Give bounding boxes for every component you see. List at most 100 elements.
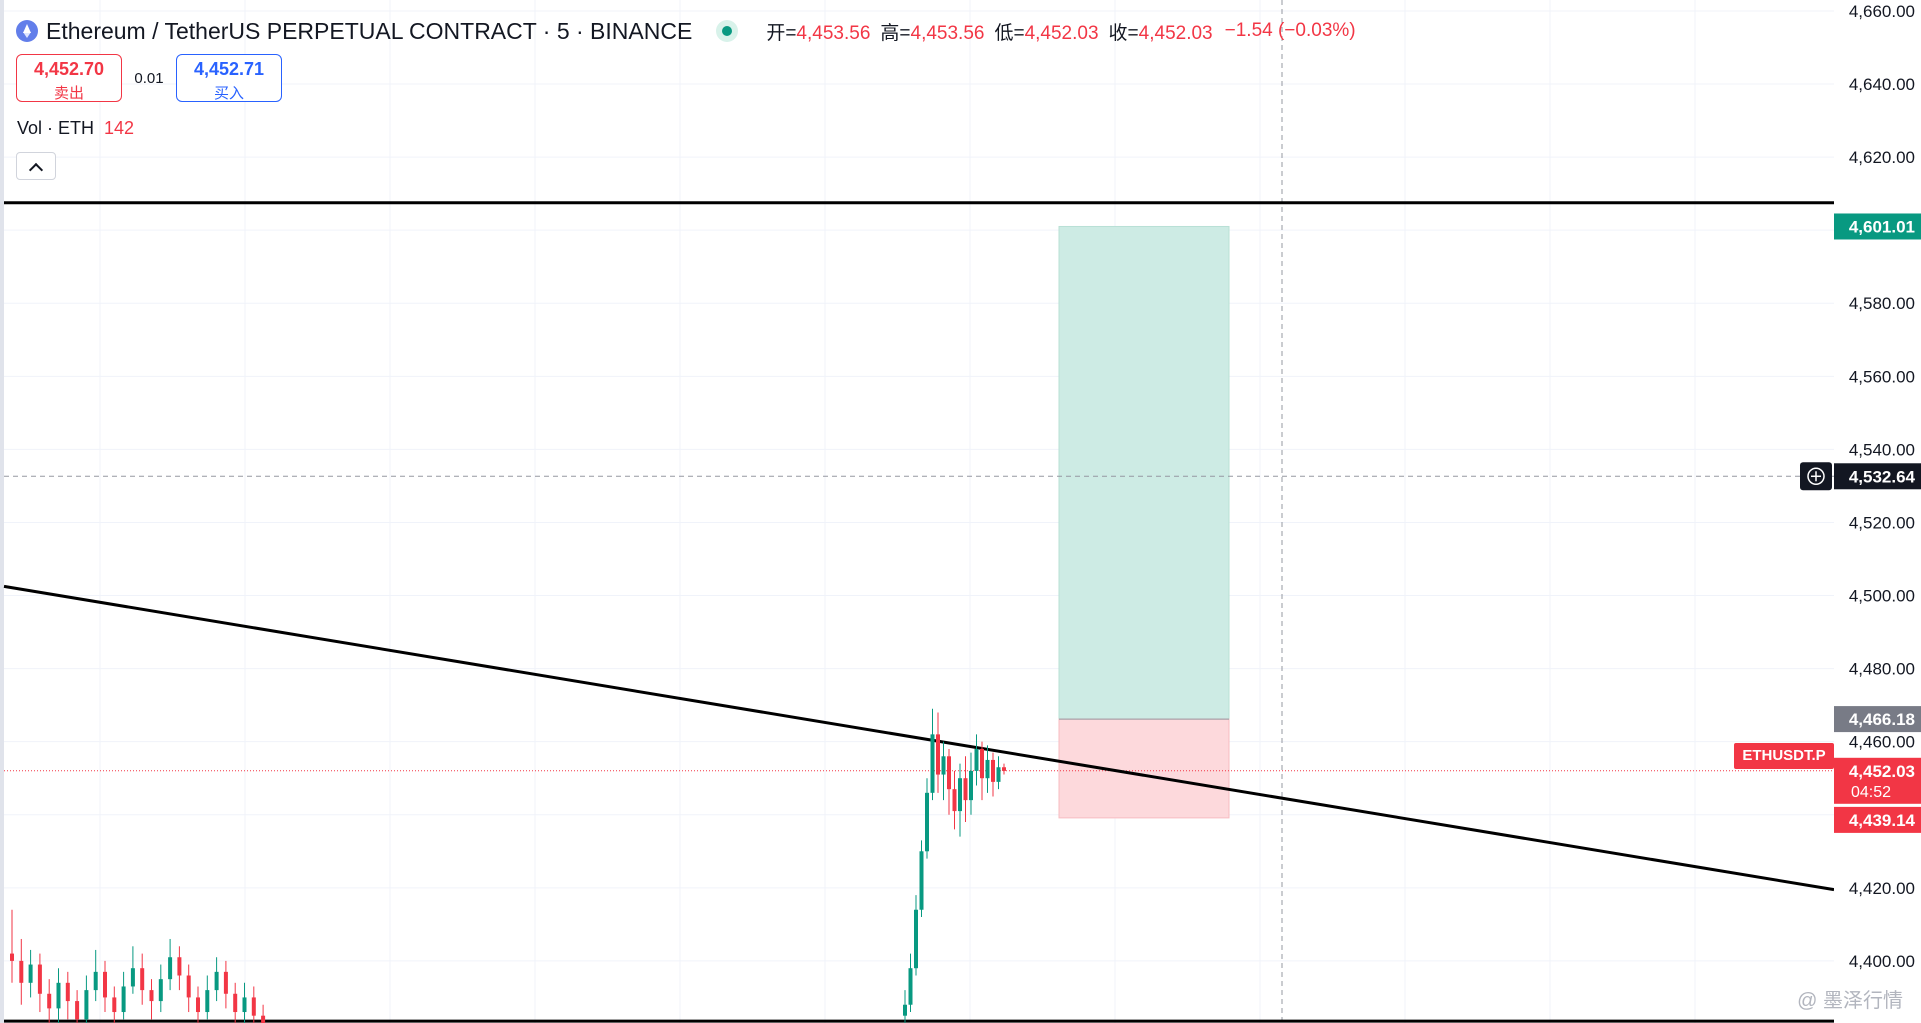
candle-body [205,990,210,1013]
candle-body [952,789,957,812]
candle-body [930,734,935,793]
candle [974,734,979,786]
candle [947,748,951,815]
countdown-text: 04:52 [1851,784,1891,801]
last-price-label: 4,452.03 04:52 [1834,757,1921,804]
candle-body [168,957,173,980]
candle-body [149,990,154,1002]
candle [941,741,946,801]
buy-price: 4,452.71 [193,59,265,79]
entry-price-label-text: 4,466.18 [1849,710,1915,729]
candle-body [980,748,984,779]
target-price-label: 4,601.01 [1834,213,1921,240]
volume-legend[interactable]: Vol · ETH 142 [17,118,134,139]
price-change: −1.54 (−0.03%) [1224,20,1356,41]
crosshair-price-label-bg [1834,463,1921,490]
candle-body [28,964,33,983]
trend-line [3,584,1835,892]
candle-body [56,982,61,1009]
sell-button[interactable]: 4,452.70 卖出 [16,54,122,102]
target-price-label-text: 4,601.01 [1849,217,1915,236]
candle [121,971,126,1020]
price-axis[interactable]: 4,400.004,420.004,440.004,460.004,480.00… [1834,0,1921,1023]
candle-body [93,971,98,991]
axis-tick-label: 4,420.00 [1849,879,1915,898]
axis-tick-label: 4,540.00 [1849,440,1915,459]
stop-price-label: 4,439.14 [1834,806,1921,833]
candle-body [242,997,247,1013]
candle [233,982,238,1023]
last-price-text: 4,452.03 [1849,762,1915,781]
left-border [0,0,4,1023]
candle [103,960,107,1013]
trade-panel: 4,452.70 卖出 0.01 4,452.71 买入 [16,54,282,102]
candle-body [991,759,995,782]
market-status-icon[interactable] [716,20,739,42]
crosshair-price-label: 4,532.64 [1834,463,1921,490]
collapse-legend-button[interactable] [16,152,56,180]
candle-body [963,778,968,801]
candle [130,946,135,994]
candle [75,990,80,1023]
ohlc-open: 开=4,453.56 [766,22,871,44]
symbol-title[interactable]: Ethereum / TetherUS PERPETUAL CONTRACT ·… [46,17,693,44]
buy-label: 买入 [213,85,244,102]
candle-body [985,759,990,779]
candle-body [1002,767,1006,771]
candle [93,949,98,1002]
candle-body [936,734,940,775]
candle [242,982,247,1023]
candle-body [996,767,1001,782]
candle [84,975,89,1023]
axis-tick-label: 4,460.00 [1849,733,1915,752]
candle-body [919,851,924,910]
crosshair-price-label-text: 4,532.64 [1849,467,1916,486]
sell-label: 卖出 [53,85,84,102]
ohlc-close: 收=4,452.03 [1108,22,1213,44]
candle-body [947,756,951,790]
candle-body [112,997,117,1013]
candle [177,946,182,991]
candle [168,938,173,991]
candle [251,986,256,1023]
candle [205,975,210,1020]
candle-body [223,971,228,994]
candle [47,979,52,1023]
candle-body [914,909,918,969]
candle [37,953,42,1013]
candle [919,840,924,918]
candle-body [974,748,979,771]
candle [65,971,70,1020]
symbol-tag: ETHUSDT.P [1734,743,1834,769]
crosshair-plus-icon [1800,462,1832,491]
axis-tick-label: 4,660.00 [1849,2,1915,21]
watermark: @ 墨泽行情 [1797,990,1903,1012]
candle-body [196,997,200,1013]
grid-lines [0,0,1834,1023]
candle [214,957,219,1002]
candle-body [65,982,70,1002]
candle [963,756,968,823]
candle [10,909,14,983]
ohlc-low: 低=4,452.03 [994,22,1099,44]
candle-body [177,957,182,976]
buy-button[interactable]: 4,452.71 买入 [176,54,282,102]
candle-body [908,968,913,1005]
axis-tick-label: 4,480.00 [1849,660,1915,679]
plus-icon-circle [1807,467,1825,486]
risk-reward-zones[interactable] [1058,225,1230,819]
volume-label: Vol · ETH [17,118,95,138]
candle-body [47,993,52,1009]
candle [158,964,163,1013]
axis-tick-label: 4,560.00 [1849,367,1915,386]
sell-price: 4,452.70 [33,59,105,79]
axis-tick-label: 4,400.00 [1849,952,1915,971]
candle-body [103,971,107,998]
candle-body [84,990,89,1020]
candle [925,778,929,859]
candle [223,960,228,1009]
drawn-lines[interactable] [3,0,1835,1023]
candle-body [186,975,191,998]
candle [261,1004,266,1023]
